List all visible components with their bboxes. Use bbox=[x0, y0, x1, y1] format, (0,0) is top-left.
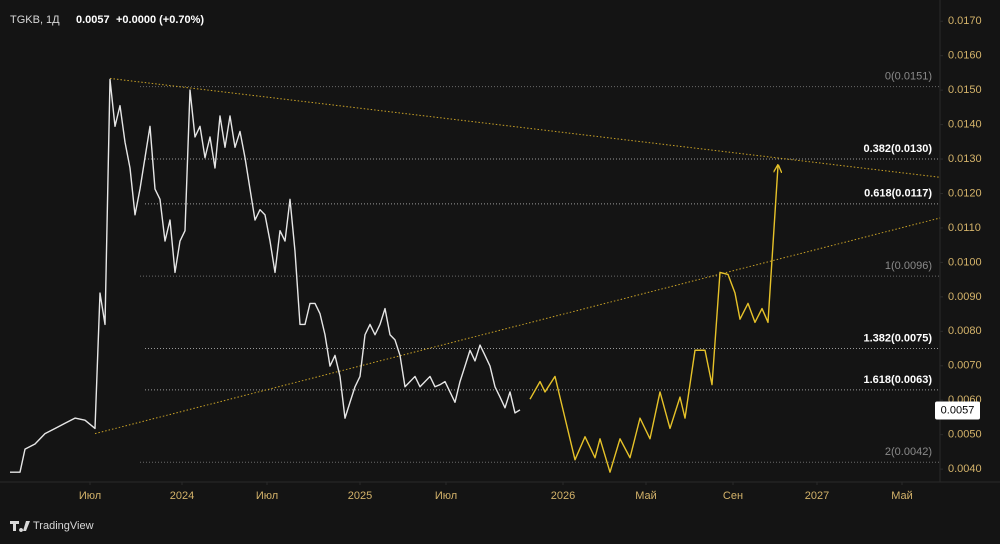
symbol: TGKB, 1Д bbox=[10, 14, 60, 26]
x-tick-label: Июл bbox=[435, 490, 457, 502]
fib-level-label: 1.382(0.0075) bbox=[864, 332, 933, 344]
fib-level-label: 1.618(0.0063) bbox=[864, 374, 933, 386]
y-tick-label: 0.0100 bbox=[948, 256, 982, 268]
price-line bbox=[10, 78, 521, 473]
y-tick-label: 0.0150 bbox=[948, 84, 982, 96]
fib-level-label: 0.382(0.0130) bbox=[864, 143, 933, 155]
x-tick-label: 2027 bbox=[805, 490, 829, 502]
fib-level-label: 2(0.0042) bbox=[885, 446, 932, 458]
x-tick-label: Июл bbox=[256, 490, 278, 502]
x-tick-label: Май bbox=[635, 490, 657, 502]
price-line bbox=[529, 166, 778, 473]
x-tick-label: Июл bbox=[79, 490, 101, 502]
y-tick-label: 0.0110 bbox=[948, 222, 981, 234]
trendline bbox=[109, 77, 941, 178]
last-price-tag bbox=[935, 401, 980, 420]
brand-logo: TradingView bbox=[10, 520, 94, 532]
x-tick-label: Сен bbox=[723, 490, 743, 502]
fib-level-label: 0.618(0.0117) bbox=[864, 188, 932, 200]
y-tick-label: 0.0080 bbox=[948, 325, 982, 337]
last-price-label: 0.0057 bbox=[941, 404, 975, 416]
y-tick-label: 0.0090 bbox=[948, 291, 982, 303]
y-tick-label: 0.0040 bbox=[948, 463, 982, 475]
x-tick-label: 2026 bbox=[551, 490, 575, 502]
last-close: 0.0057 bbox=[76, 14, 110, 26]
y-tick-label: 0.0120 bbox=[948, 187, 982, 199]
y-tick-label: 0.0130 bbox=[948, 153, 982, 165]
brand-name: TradingView bbox=[33, 520, 94, 532]
fib-level-label: 1(0.0096) bbox=[885, 260, 932, 272]
y-tick-label: 0.0170 bbox=[948, 15, 982, 27]
change: +0.0000 (+0.70%) bbox=[116, 14, 204, 26]
x-tick-label: 2025 bbox=[348, 490, 372, 502]
y-tick-label: 0.0160 bbox=[948, 50, 982, 62]
y-tick-label: 0.0140 bbox=[948, 118, 982, 130]
y-tick-label: 0.0050 bbox=[948, 429, 982, 441]
x-tick-label: 2024 bbox=[170, 490, 194, 502]
y-tick-label: 0.0070 bbox=[948, 360, 982, 372]
fib-level-label: 0(0.0151) bbox=[885, 71, 932, 83]
x-tick-label: Май bbox=[891, 490, 913, 502]
